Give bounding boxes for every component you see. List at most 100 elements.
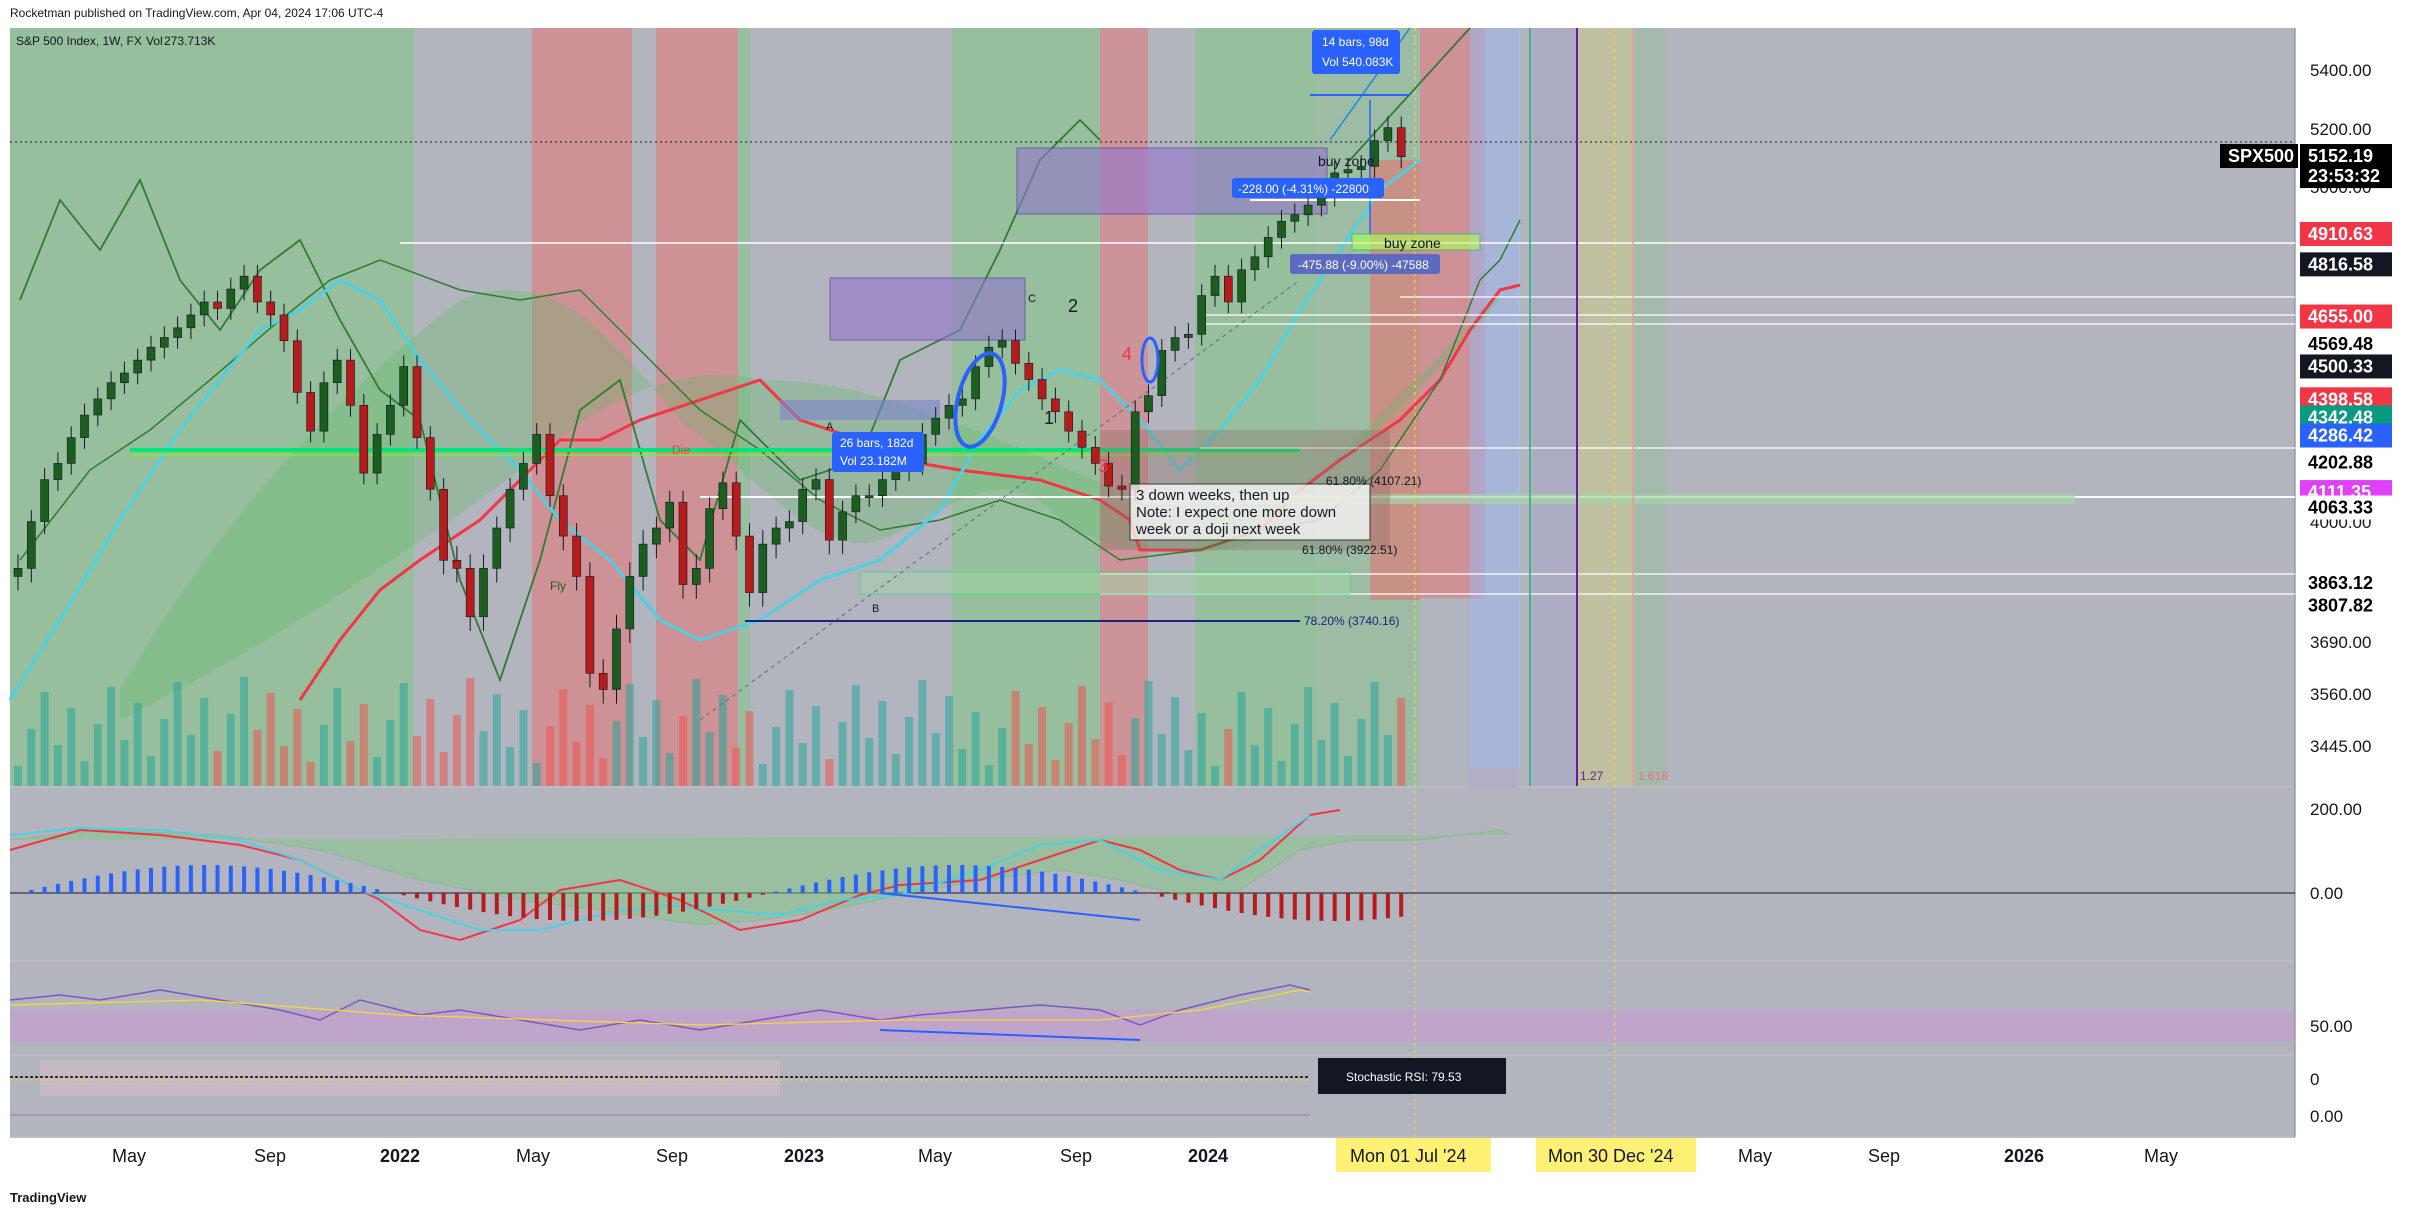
volume-bar <box>1011 691 1020 786</box>
price-label-bg <box>2300 144 2392 169</box>
price-label-bg <box>2300 593 2392 618</box>
volume-bar <box>758 764 767 786</box>
candle-body <box>106 382 116 400</box>
candle-body <box>1117 485 1127 490</box>
volume-bar <box>479 731 488 786</box>
candle-body <box>545 434 555 497</box>
volume-bar <box>625 684 634 786</box>
annotation: 14 bars, 98d <box>1322 35 1389 49</box>
candle-body <box>40 479 49 522</box>
volume-bar <box>692 679 701 786</box>
volume-bar <box>785 690 794 786</box>
annotation: Die <box>672 443 690 457</box>
macd-bar <box>760 893 765 895</box>
volume-bar <box>1237 692 1246 786</box>
candle-body <box>1210 275 1220 296</box>
annotation: week or a doji next week <box>1135 521 1301 538</box>
candle-body <box>279 314 289 342</box>
volume-bar <box>93 724 102 786</box>
volume-bar <box>652 700 661 786</box>
time-tick: 2024 <box>1188 1146 1228 1166</box>
annotation: -228.00 (-4.31%) -22800 <box>1238 182 1369 196</box>
time-tick: Sep <box>1060 1146 1092 1166</box>
macd-bar <box>707 893 712 907</box>
candle-body <box>319 382 329 432</box>
volume-bar <box>639 737 648 786</box>
macd-bar <box>627 893 632 919</box>
macd-bar <box>1346 893 1350 921</box>
volume-bar <box>559 689 568 786</box>
candle-body <box>1383 127 1393 141</box>
volume-bar <box>439 752 448 786</box>
macd-bar <box>933 865 938 893</box>
candle-body <box>824 479 834 541</box>
candle-body <box>691 568 701 585</box>
candle-body <box>1077 430 1087 448</box>
volume-bar <box>280 746 288 786</box>
publisher-line: Rocketman published on TradingView.com, … <box>10 6 384 20</box>
volume-bar <box>1330 703 1339 786</box>
macd-bar <box>880 870 885 893</box>
candle-body <box>731 482 741 537</box>
price-tick: 3560.00 <box>2310 685 2371 704</box>
volume-bar <box>1370 682 1379 786</box>
macd-bar <box>561 893 566 921</box>
candle-body <box>745 535 754 593</box>
candle-body <box>532 434 542 464</box>
price-label-bg <box>2300 221 2392 246</box>
volume-bar <box>373 757 382 786</box>
volume-bar <box>53 745 62 786</box>
candle-body <box>598 672 608 690</box>
macd-bar <box>308 875 313 893</box>
macd-bar <box>109 873 114 893</box>
macd-bar <box>348 883 353 893</box>
macd-bar <box>428 893 433 902</box>
volume-bar <box>812 706 820 786</box>
volume-bar <box>1038 707 1047 786</box>
macd-bar <box>255 867 260 893</box>
price-label-bg <box>2300 164 2392 189</box>
volume-bar <box>306 762 315 786</box>
volume-bar <box>1131 718 1140 786</box>
volume-bar <box>1064 723 1073 786</box>
annotation: 2 <box>1068 296 1078 316</box>
volume-bar <box>998 728 1007 786</box>
macd-bar <box>162 866 167 893</box>
volume-bar <box>1317 740 1326 786</box>
volume-bar <box>1197 713 1206 786</box>
macd-bar <box>1399 893 1404 917</box>
candle-body <box>1170 337 1180 351</box>
volume-bar <box>506 747 515 786</box>
candle-body <box>160 337 169 348</box>
annotation: buy zone <box>1384 235 1441 251</box>
candle-body <box>425 437 435 490</box>
macd-bar <box>920 866 925 893</box>
annotation: Vol 540.083K <box>1322 55 1393 69</box>
candle-body <box>997 340 1007 348</box>
candle-body <box>146 346 156 361</box>
candle-body <box>1277 220 1286 238</box>
annotation: 61.80% (4107.21) <box>1326 474 1421 488</box>
stoch-tick: 0 <box>2310 1070 2319 1089</box>
candle-body <box>638 543 648 577</box>
time-tick: Sep <box>656 1146 688 1166</box>
candle-body <box>1250 256 1260 271</box>
volume-bar <box>1357 719 1366 786</box>
candle-body <box>1037 379 1047 400</box>
candle-body <box>1343 169 1353 174</box>
candle-body <box>625 576 635 630</box>
volume-bar <box>253 730 262 786</box>
candle-body <box>199 301 209 316</box>
volume-bar <box>1171 697 1180 786</box>
volume-bar <box>1344 756 1352 786</box>
volume-bar <box>958 749 967 786</box>
price-label: 4910.63 <box>2308 224 2373 244</box>
candle-body <box>1197 295 1206 335</box>
volume-bar <box>918 680 927 786</box>
macd-bar <box>1066 876 1071 893</box>
volume-bar <box>226 714 235 786</box>
candle-body <box>1290 214 1300 222</box>
annotation: 3 <box>1098 456 1108 476</box>
volume-bar <box>1211 766 1219 786</box>
volume-bar <box>971 712 980 786</box>
